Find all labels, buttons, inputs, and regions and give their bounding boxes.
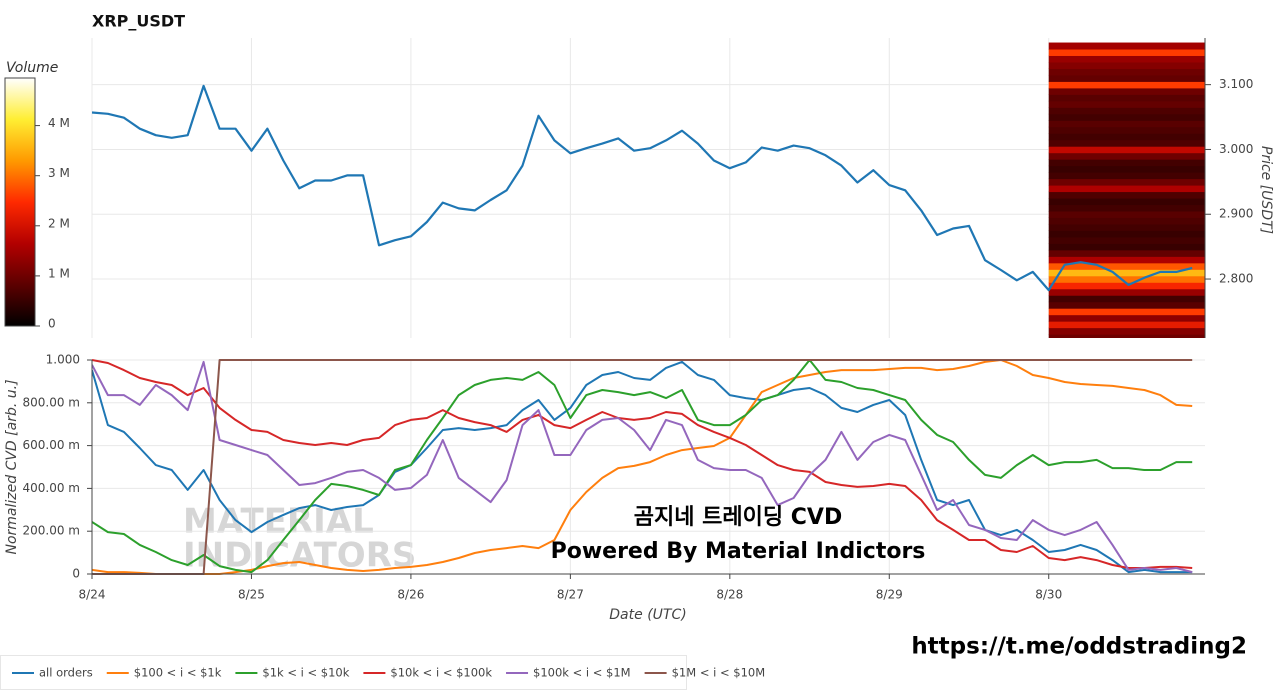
heatmap-cell	[1048, 120, 1205, 128]
heatmap-cell	[1048, 133, 1205, 141]
x-tick-label: 8/26	[397, 588, 424, 602]
heatmap-cell	[1048, 191, 1205, 199]
x-tick-label: 8/29	[876, 588, 903, 602]
heatmap-cell	[1048, 113, 1205, 121]
price-plot	[92, 42, 1205, 338]
cvd-line	[92, 360, 1193, 574]
heatmap-cell	[1048, 42, 1205, 50]
legend-label: $1M < i < $10M	[672, 666, 766, 680]
heatmap-cell	[1048, 275, 1205, 283]
heatmap-cell	[1048, 107, 1205, 115]
heatmap-cell	[1048, 314, 1205, 322]
y-tick-label: 600.00 m	[23, 438, 81, 452]
heatmap-cell	[1048, 178, 1205, 186]
cvd-line	[92, 359, 1193, 569]
heatmap-cell	[1048, 262, 1205, 270]
heatmap-cell	[1048, 282, 1205, 290]
annotation: Powered By Material Indictors	[551, 539, 926, 564]
cvd-line	[92, 359, 1193, 575]
y-tick-label: 3.000	[1219, 142, 1253, 156]
x-tick-label: 8/27	[557, 588, 584, 602]
colorbar-tick-label: 1 M	[48, 266, 70, 280]
x-tick-label: 8/28	[716, 588, 743, 602]
heatmap-cell	[1048, 204, 1205, 212]
heatmap-cell	[1048, 61, 1205, 69]
y-tick-label: 2.800	[1219, 272, 1253, 286]
y-tick-label: 0	[72, 567, 80, 581]
heatmap-cell	[1048, 126, 1205, 134]
heatmap-cell	[1048, 172, 1205, 180]
cvd-line	[92, 359, 1193, 574]
y-tick-label: 3.100	[1219, 77, 1253, 91]
credit: https://t.me/oddstrading2	[911, 634, 1247, 660]
legend-label: $1k < i < $10k	[262, 666, 349, 680]
heatmap-cell	[1048, 256, 1205, 264]
heatmap-cell	[1048, 211, 1205, 218]
heatmap-cell	[1048, 68, 1205, 76]
heatmap-cell	[1048, 236, 1205, 244]
heatmap-cell	[1048, 94, 1205, 102]
price-line	[92, 84, 1193, 292]
annotation: 곰지네 트레이딩 CVD	[634, 505, 842, 530]
heatmap-cell	[1048, 288, 1205, 296]
heatmap-cell	[1048, 308, 1205, 316]
y-tick-label: 800.00 m	[23, 395, 81, 409]
heatmap-cell	[1048, 152, 1205, 160]
heatmap-cell	[1048, 146, 1205, 154]
cvd-plot	[92, 359, 1193, 575]
cvd-line	[92, 360, 1193, 574]
heatmap-cell	[1048, 185, 1205, 193]
legend-label: $10k < i < $100k	[390, 666, 492, 680]
heatmap-cell	[1048, 321, 1205, 329]
x-tick-label: 8/30	[1035, 588, 1062, 602]
x-tick-label: 8/24	[79, 588, 106, 602]
colorbar	[4, 77, 36, 327]
heatmap-cell	[1048, 223, 1205, 231]
legend-label: all orders	[39, 666, 93, 680]
heatmap-cell	[1048, 100, 1205, 108]
heatmap-cell	[1048, 327, 1205, 335]
y-tick-label: 400.00 m	[23, 481, 81, 495]
plot-content: 8/24 8/25 8/26 8/27 8/28 8/29 8/30 2.800 2.900 3.…	[4, 38, 1253, 680]
heatmap-cell	[1048, 165, 1205, 173]
heatmap-cell	[1048, 334, 1205, 338]
heatmap-cell	[1048, 198, 1205, 206]
colorbar-title: Volume	[6, 60, 58, 76]
colorbar-tick-label: 3 M	[48, 166, 70, 180]
heatmap-cell	[1048, 230, 1205, 238]
heatmap-cell	[1048, 49, 1205, 56]
y-tick-label: 2.900	[1219, 207, 1253, 221]
heatmap-cell	[1048, 55, 1205, 63]
legend-label: $100k < i < $1M	[533, 666, 631, 680]
heatmap-cell	[1048, 269, 1205, 277]
cvd-line	[92, 359, 1193, 575]
heatmap-cell	[1048, 81, 1205, 89]
y-tick-label: 1.000	[46, 353, 80, 367]
colorbar-tick-label: 4 M	[48, 116, 70, 130]
heatmap-cell	[1048, 217, 1205, 225]
heatmap-cell	[1048, 74, 1205, 82]
colorbar-tick-label: 0	[48, 317, 56, 331]
heatmap-cell	[1048, 139, 1205, 147]
heatmap-cell	[1048, 243, 1205, 251]
heatmap-cell	[1048, 301, 1205, 309]
y-axis-title: Normalized CVD [arb. u.]	[4, 379, 20, 554]
chart-title: XRP_USDT	[92, 12, 185, 31]
heatmap-cell	[1048, 249, 1205, 257]
heatmap-cell	[1048, 87, 1205, 95]
colorbar-tick-label: 2 M	[48, 216, 70, 230]
watermark: INDICATORS	[183, 536, 416, 576]
y-tick-label: 200.00 m	[23, 524, 81, 538]
x-axis-title: Date (UTC)	[609, 607, 686, 623]
x-tick-label: 8/25	[238, 588, 265, 602]
legend-label: $100 < i < $1k	[134, 666, 222, 680]
heatmap-cell	[1048, 295, 1205, 303]
y-axis-title: Price [USDT]	[1258, 146, 1274, 234]
heatmap-cell	[1048, 159, 1205, 167]
